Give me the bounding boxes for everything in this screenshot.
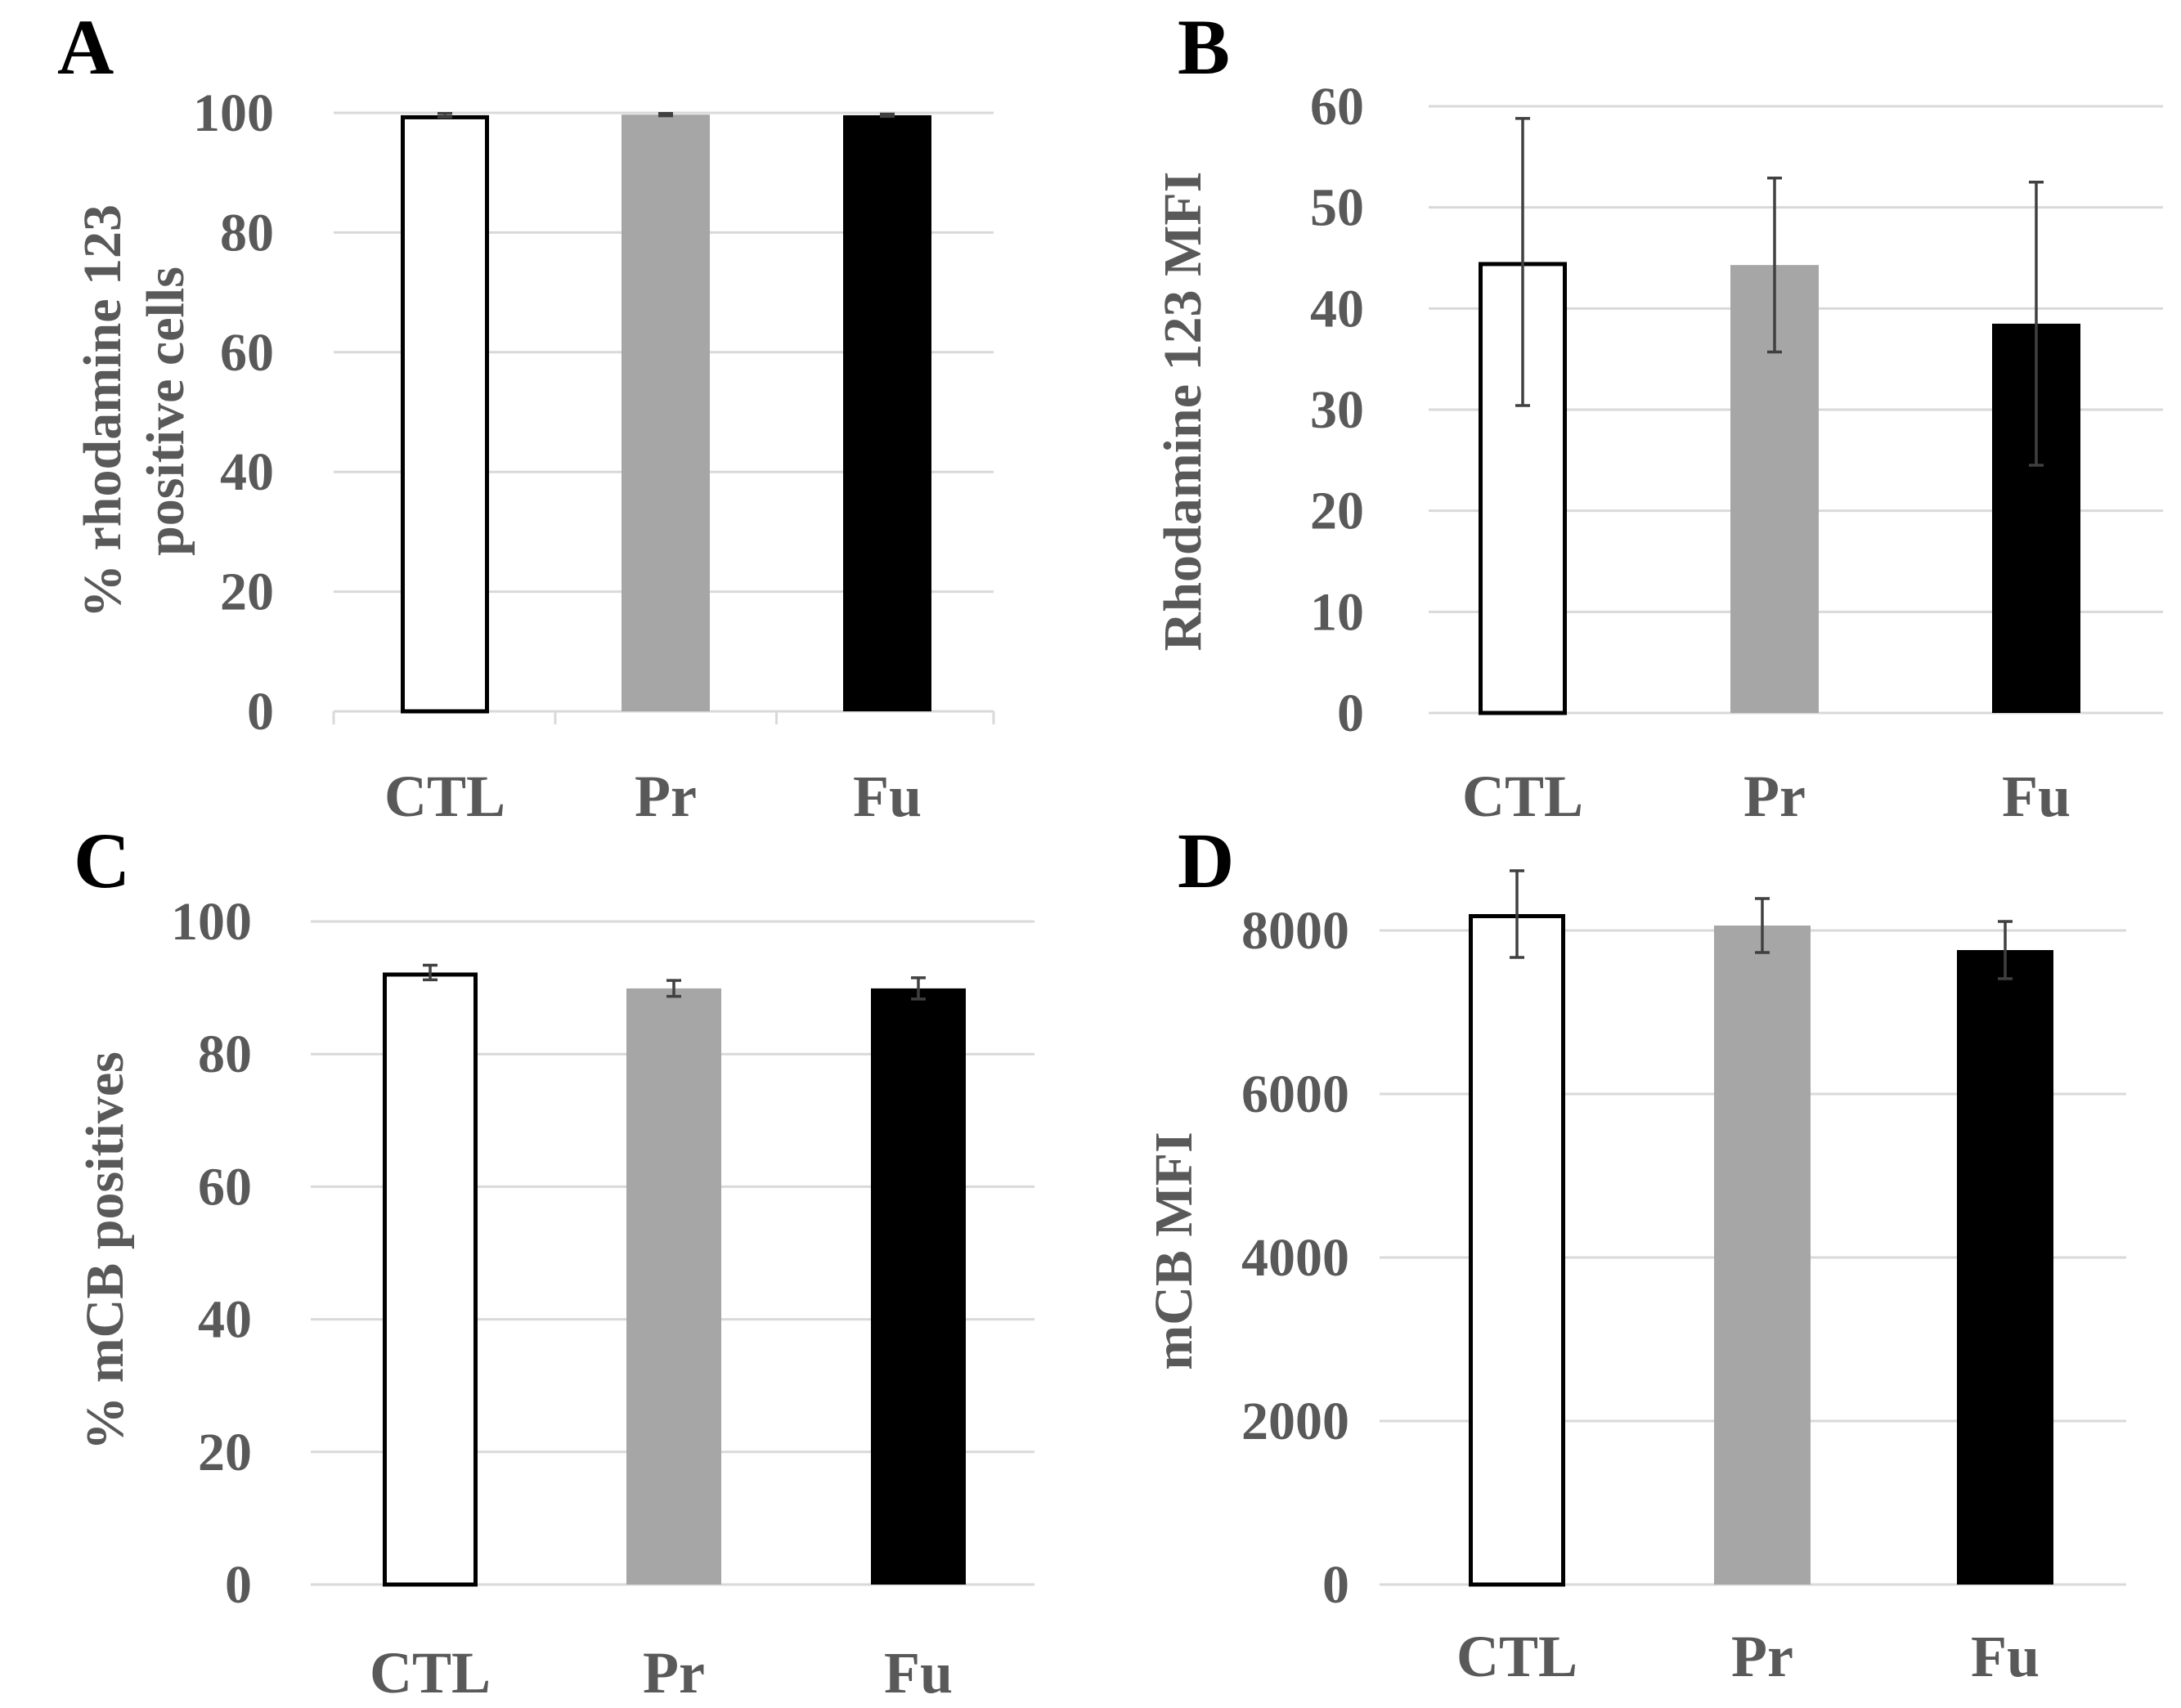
y-axis-label: % rhodamine 123 xyxy=(73,204,132,618)
bar-ctl xyxy=(383,972,478,1587)
error-bar-fu xyxy=(911,976,926,1001)
y-axis-label: mCB MFI xyxy=(1144,1132,1204,1370)
y-tick-label: 60 xyxy=(220,323,274,383)
y-tick-label: 20 xyxy=(220,563,274,622)
bar-pr xyxy=(1714,926,1811,1585)
error-bar-fu xyxy=(880,112,895,119)
y-tick-label: 40 xyxy=(220,442,274,502)
error-bar-pr xyxy=(1767,177,1782,354)
bar-pr xyxy=(626,988,721,1585)
y-tick-label: 8000 xyxy=(1241,901,1349,961)
bar-pr xyxy=(622,114,710,712)
y-tick-label: 50 xyxy=(1310,178,1364,238)
bar-ctl xyxy=(401,114,489,714)
category-label: Pr xyxy=(643,1640,705,1706)
error-bar-ctl xyxy=(438,111,452,119)
category-label: Pr xyxy=(1731,1624,1793,1689)
bar-fu xyxy=(871,988,966,1585)
y-tick-label: 40 xyxy=(1310,279,1364,338)
panel-label: A xyxy=(57,3,114,91)
category-label: Fu xyxy=(853,764,922,829)
y-tick-label: 100 xyxy=(171,892,252,952)
y-tick-label: 60 xyxy=(1310,77,1364,137)
bar-ctl xyxy=(1469,914,1565,1587)
y-tick-label: 0 xyxy=(1322,1555,1349,1615)
y-axis-label: positive cells xyxy=(136,267,195,556)
y-tick-label: 0 xyxy=(247,682,274,742)
category-label: CTL xyxy=(370,1640,491,1706)
category-label: Pr xyxy=(1743,764,1806,829)
panel-label: B xyxy=(1178,3,1230,91)
y-axis-label: % mCB positives xyxy=(75,1051,135,1450)
category-label: CTL xyxy=(384,764,505,829)
error-bar-pr xyxy=(658,111,673,118)
y-tick-label: 20 xyxy=(1310,482,1364,541)
chart-panel-d: D 0 2000 4000 6000 8000 CTL Pr Fu mCB MFI xyxy=(1144,817,2126,1689)
error-bar-fu xyxy=(2029,181,2044,467)
y-tick-label: 4000 xyxy=(1241,1228,1349,1288)
y-tick-label: 60 xyxy=(198,1157,252,1217)
y-tick-label: 10 xyxy=(1310,582,1364,642)
y-tick-label: 80 xyxy=(220,203,274,262)
error-bar-ctl xyxy=(1510,869,1524,959)
y-tick-label: 20 xyxy=(198,1423,252,1482)
y-tick-label: 40 xyxy=(198,1290,252,1350)
category-label: Fu xyxy=(2002,764,2071,829)
chart-panel-a: A 0 20 40 60 80 100 CTL Pr Fu % rhodamine 123 posit… xyxy=(57,3,995,829)
y-tick-label: 30 xyxy=(1310,380,1364,440)
bar-fu xyxy=(1957,950,2053,1585)
panel-label: C xyxy=(74,817,130,904)
y-tick-label: 80 xyxy=(198,1024,252,1084)
y-axis-label: Rhodamine 123 MFI xyxy=(1153,172,1213,652)
panel-label: D xyxy=(1178,817,1234,904)
error-bar-pr xyxy=(1755,897,1770,954)
y-tick-label: 6000 xyxy=(1241,1065,1349,1124)
error-bar-pr xyxy=(666,979,681,998)
y-tick-label: 2000 xyxy=(1241,1392,1349,1451)
error-bar-ctl xyxy=(423,963,438,982)
y-tick-label: 100 xyxy=(193,83,274,143)
chart-panel-b: B 0 10 20 30 40 50 60 CTL Pr Fu Rhodamine 123 MFI xyxy=(1153,3,2163,829)
category-label: Fu xyxy=(884,1640,953,1706)
error-bar-ctl xyxy=(1515,117,1530,407)
category-label: CTL xyxy=(1462,764,1583,829)
y-tick-label: 0 xyxy=(225,1555,252,1615)
bar-fu xyxy=(843,114,931,712)
category-label: CTL xyxy=(1456,1624,1577,1689)
category-label: Pr xyxy=(635,764,697,829)
category-label: Fu xyxy=(1971,1624,2040,1689)
error-bar-fu xyxy=(1998,920,2013,980)
y-tick-label: 0 xyxy=(1337,684,1364,743)
chart-panel-c: C 0 20 40 60 80 100 CTL Pr Fu % mCB positives xyxy=(74,817,1034,1706)
